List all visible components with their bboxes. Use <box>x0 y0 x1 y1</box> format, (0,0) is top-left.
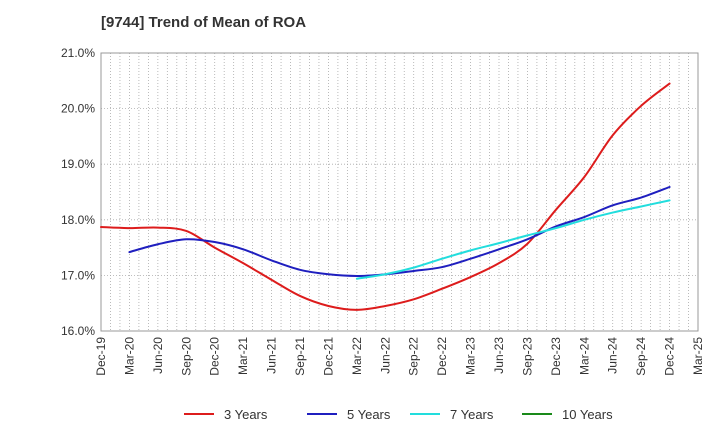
x-tick-label: Jun-20 <box>151 337 165 374</box>
x-tick-label: Mar-25 <box>691 337 705 375</box>
x-tick-label: Mar-24 <box>577 337 591 375</box>
legend-label: 5 Years <box>347 407 391 422</box>
x-tick-label: Mar-22 <box>350 337 364 375</box>
x-tick-label: Dec-21 <box>321 337 335 376</box>
series-lines <box>100 82 671 311</box>
y-tick-label: 20.0% <box>61 102 95 116</box>
y-tick-label: 19.0% <box>61 157 95 171</box>
legend-label: 7 Years <box>450 407 494 422</box>
x-tick-label: Jun-23 <box>492 337 506 374</box>
x-tick-label: Dec-24 <box>663 337 677 376</box>
legend-item-3-years: 3 Years <box>184 407 268 422</box>
x-tick-label: Sep-21 <box>293 337 307 376</box>
x-tick-label: Mar-20 <box>122 337 136 375</box>
series-line-5-years <box>128 186 671 277</box>
legend-item-5-years: 5 Years <box>307 407 391 422</box>
legend-item-10-years: 10 Years <box>522 407 613 422</box>
x-tick-label: Dec-23 <box>549 337 563 376</box>
grid <box>101 53 698 331</box>
x-tick-label: Jun-22 <box>378 337 392 374</box>
y-tick-label: 18.0% <box>61 213 95 227</box>
x-tick-label: Jun-24 <box>606 337 620 374</box>
y-axis-ticks: 16.0% 17.0% 18.0% 19.0% 20.0% 21.0% <box>61 46 95 338</box>
x-axis-ticks: Dec-19 Mar-20 Jun-20 Sep-20 Dec-20 Mar-21 Jun-… <box>94 337 705 376</box>
x-tick-label: Dec-22 <box>435 337 449 376</box>
y-tick-label: 17.0% <box>61 268 95 282</box>
chart-title: [9744] Trend of Mean of ROA <box>101 14 306 31</box>
x-tick-label: Sep-23 <box>520 337 534 376</box>
legend-item-7-years: 7 Years <box>410 407 494 422</box>
y-tick-label: 21.0% <box>61 46 95 60</box>
legend: 3 Years 5 Years 7 Years 10 Years <box>184 407 613 422</box>
x-tick-label: Jun-21 <box>265 337 279 374</box>
y-tick-label: 16.0% <box>61 324 95 338</box>
series-line-3-years <box>100 82 671 311</box>
x-tick-label: Sep-20 <box>179 337 193 376</box>
series-line-7-years <box>355 199 671 280</box>
x-tick-label: Dec-19 <box>94 337 108 376</box>
x-tick-label: Mar-23 <box>464 337 478 375</box>
legend-label: 3 Years <box>224 407 268 422</box>
plot-area-border <box>100 52 699 332</box>
x-tick-label: Sep-24 <box>634 337 648 376</box>
x-tick-label: Dec-20 <box>208 337 222 376</box>
x-tick-label: Mar-21 <box>236 337 250 375</box>
legend-label: 10 Years <box>562 407 613 422</box>
x-tick-label: Sep-22 <box>407 337 421 376</box>
